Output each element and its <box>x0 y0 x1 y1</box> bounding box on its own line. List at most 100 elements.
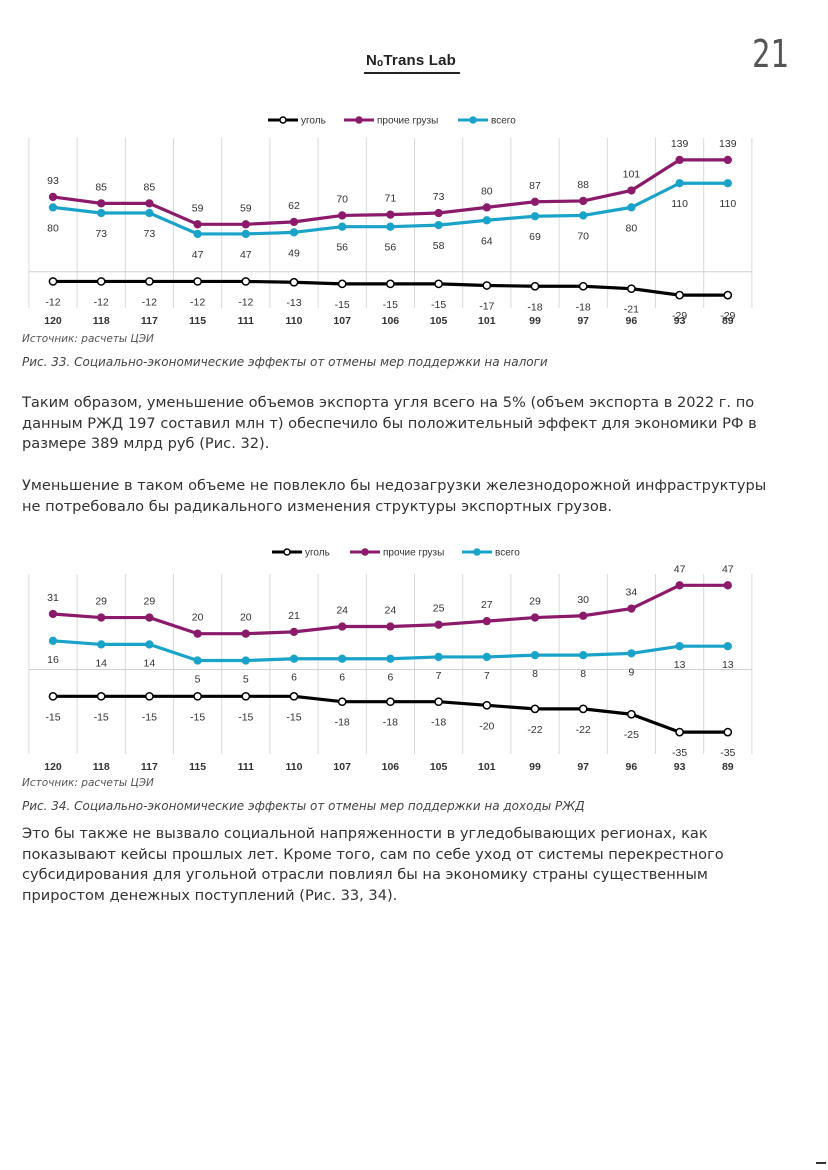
data-label: 6 <box>339 672 345 684</box>
data-label: 7 <box>484 670 490 682</box>
data-point <box>241 229 250 239</box>
category-tick-label: 107 <box>333 761 351 773</box>
data-point <box>530 613 540 622</box>
data-point <box>386 697 395 707</box>
data-point <box>48 609 58 619</box>
data-label: 139 <box>719 138 737 150</box>
data-label: -18 <box>383 717 398 729</box>
category-tick-label: 105 <box>430 761 448 773</box>
data-point <box>675 581 684 590</box>
data-label: 21 <box>288 610 300 622</box>
legend-label-2: всего <box>495 548 520 559</box>
data-point <box>434 208 443 218</box>
category-tick-label: 110 <box>286 315 303 327</box>
data-point <box>48 192 58 202</box>
data-point <box>289 228 299 237</box>
category-tick-label: 118 <box>93 761 110 773</box>
data-point <box>386 279 395 289</box>
data-point <box>97 208 106 218</box>
category-tick-label: 118 <box>93 315 110 327</box>
category-tick-label: 115 <box>189 761 206 773</box>
paragraph-2: Уменьшение в таком объеме не повлекло бы… <box>22 477 767 515</box>
data-point <box>48 203 58 212</box>
data-point <box>145 208 154 218</box>
category-tick-label: 97 <box>577 315 589 327</box>
category-tick-label: 105 <box>430 315 448 327</box>
data-label: -35 <box>720 747 735 759</box>
data-label: 110 <box>671 198 688 210</box>
data-label: -20 <box>479 720 494 732</box>
legend-label-1: прочие грузы <box>383 548 444 559</box>
data-label: 16 <box>47 654 59 666</box>
category-tick-label: 115 <box>189 315 206 327</box>
data-point <box>434 279 443 289</box>
category-tick-label: 117 <box>141 761 158 773</box>
data-point <box>578 281 588 291</box>
data-point <box>578 704 588 714</box>
data-label: 73 <box>144 228 156 240</box>
data-label: 5 <box>195 674 201 686</box>
data-label: 64 <box>481 235 493 247</box>
data-label: -21 <box>624 304 639 316</box>
data-label: 29 <box>529 596 541 608</box>
paragraph-3: Это бы также не вызвало социальной напря… <box>22 825 724 904</box>
data-point <box>723 179 732 188</box>
data-point <box>145 640 154 649</box>
legend-label-2: всего <box>491 116 516 127</box>
data-label: 139 <box>671 138 689 150</box>
data-point <box>193 629 202 638</box>
data-label: 8 <box>532 668 538 680</box>
data-point <box>434 697 443 707</box>
data-label: 30 <box>577 594 589 606</box>
legend-marker-2 <box>473 548 481 556</box>
data-point <box>289 627 299 637</box>
data-label: -12 <box>142 296 157 308</box>
data-label: -15 <box>286 711 301 723</box>
data-label: 62 <box>288 200 300 212</box>
figure-34-caption: Рис. 34. Социально-экономические эффекты… <box>22 799 585 813</box>
data-point <box>627 604 636 613</box>
data-label: 71 <box>385 193 397 205</box>
data-point <box>193 229 202 239</box>
category-tick-label: 120 <box>44 761 62 773</box>
data-label: 20 <box>240 612 252 624</box>
data-label: 29 <box>95 596 107 608</box>
data-point <box>48 691 58 701</box>
category-tick-label: 117 <box>141 315 158 327</box>
data-label: -15 <box>238 711 253 723</box>
data-label: -17 <box>479 300 494 312</box>
category-tick-label: 89 <box>722 315 734 327</box>
data-point <box>627 284 636 294</box>
data-label: 20 <box>192 612 204 624</box>
category-tick-label: 93 <box>674 761 686 773</box>
data-point <box>482 652 491 662</box>
data-label: -18 <box>431 717 446 729</box>
data-label: 31 <box>47 592 59 604</box>
legend-marker-1 <box>355 116 363 124</box>
chart-33-svg: уголь прочие грузы всего -12 -12 -12 -12 -12 -13… <box>28 116 753 327</box>
data-point <box>241 691 251 701</box>
data-label: 14 <box>95 657 107 669</box>
data-point <box>627 649 636 658</box>
data-point <box>675 290 684 300</box>
data-point <box>193 220 202 229</box>
data-label: 73 <box>433 191 445 203</box>
data-label: 47 <box>192 249 204 261</box>
data-label: 25 <box>433 603 445 615</box>
data-point <box>338 654 347 663</box>
category-tick-label: 96 <box>626 315 638 327</box>
data-point <box>337 697 347 707</box>
data-point <box>530 281 540 291</box>
data-point <box>241 629 250 638</box>
data-label: 101 <box>623 168 641 180</box>
data-label: -25 <box>624 729 639 741</box>
figure-33-caption: Рис. 33. Социально-экономические эффекты… <box>22 355 548 369</box>
data-point <box>675 642 684 651</box>
data-point <box>97 640 106 649</box>
data-label: 47 <box>674 563 686 575</box>
data-point <box>241 220 250 229</box>
chart-figure-34: уголь прочие грузы всего -15 -15 -15 -15 -15 -15… <box>0 540 828 776</box>
page-number: 21 <box>752 32 789 76</box>
legend-marker-0 <box>283 548 291 556</box>
data-point <box>627 186 636 195</box>
